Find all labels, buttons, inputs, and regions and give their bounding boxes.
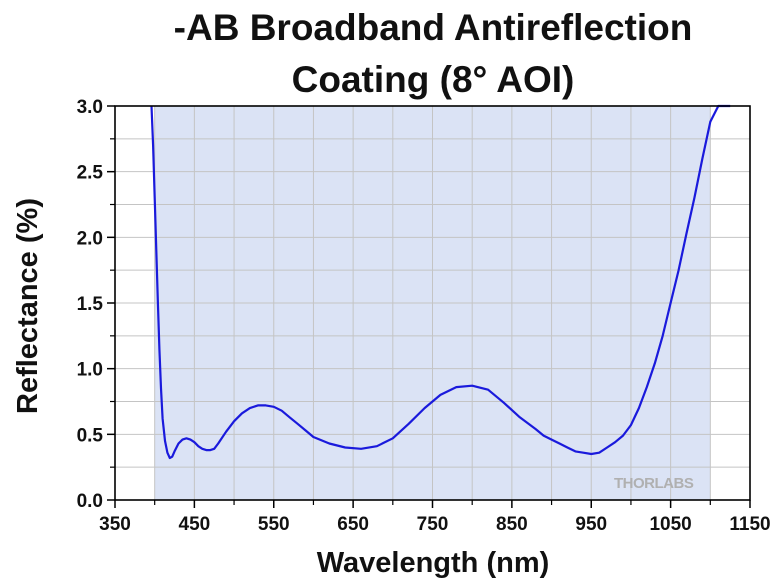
y-tick-label: 2.0 — [77, 228, 103, 249]
x-tick-label: 1050 — [649, 514, 691, 535]
x-tick-label: 750 — [417, 514, 449, 535]
y-tick-label: 1.0 — [77, 360, 103, 381]
y-tick-label: 2.5 — [77, 163, 104, 184]
x-tick-label: 550 — [258, 514, 290, 535]
x-tick-label: 450 — [179, 514, 211, 535]
y-tick-label: 0.5 — [77, 425, 104, 446]
y-tick-label: 3.0 — [77, 97, 103, 118]
x-axis-label: Wavelength (nm) — [317, 547, 550, 579]
x-tick-label: 950 — [575, 514, 607, 535]
chart-title-line-1: -AB Broadband Antireflection — [174, 7, 693, 48]
thorlabs-watermark: THORLABS — [614, 475, 694, 492]
y-tick-label: 0.0 — [77, 491, 103, 512]
x-tick-label: 650 — [337, 514, 369, 535]
plot-area: THORLABS 350 450 550 650 750 850 950 1050 1150 0.0… — [77, 97, 771, 535]
chart-title-line-2: Coating (8° AOI) — [292, 59, 575, 100]
reflectance-line — [150, 104, 731, 460]
y-axis-label: Reflectance (%) — [12, 198, 44, 414]
x-tick-label: 350 — [99, 514, 131, 535]
x-tick-label: 850 — [496, 514, 528, 535]
y-tick-label: 1.5 — [77, 294, 104, 315]
x-tick-label: 1150 — [729, 514, 770, 535]
